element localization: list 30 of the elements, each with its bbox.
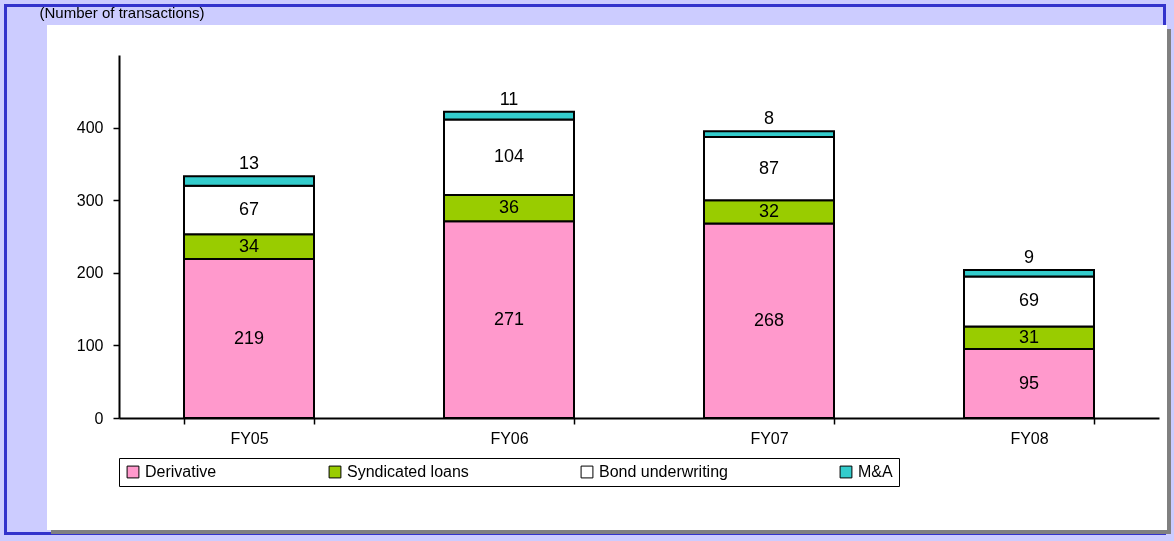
y-tick-label: 0	[94, 409, 104, 427]
data-label: 8	[763, 108, 775, 129]
legend-label: Derivative	[145, 463, 217, 480]
data-label: 9	[1023, 246, 1035, 267]
data-label: 69	[1018, 290, 1040, 311]
legend-label: M&A	[858, 463, 893, 480]
data-label: 271	[493, 308, 525, 329]
legend-label: Bond underwriting	[599, 463, 728, 480]
data-label: 13	[238, 153, 260, 174]
x-tick-label: FY08	[1010, 429, 1049, 447]
data-label: 104	[493, 146, 525, 167]
data-label: 268	[753, 309, 785, 330]
y-tick-label: 400	[76, 119, 104, 137]
data-label: 11	[499, 88, 519, 109]
x-tick-label: FY07	[750, 429, 789, 447]
data-label: 67	[238, 199, 260, 219]
data-label: 87	[758, 157, 780, 178]
data-label: 34	[238, 235, 260, 256]
x-tick-label: FY05	[230, 429, 269, 447]
y-tick-label: 100	[76, 336, 104, 354]
x-tick-label: FY06	[490, 429, 529, 447]
data-label: 36	[498, 197, 520, 218]
legend-label: Syndicated loans	[347, 463, 469, 480]
data-label: 219	[233, 327, 265, 348]
data-label: 31	[1018, 326, 1040, 347]
y-tick-label: 200	[76, 264, 104, 282]
y-tick-label: 300	[76, 191, 104, 209]
data-label: 32	[758, 200, 780, 221]
data-label: 95	[1018, 372, 1040, 393]
y-axis-title: (Number of transactions)	[39, 3, 205, 21]
